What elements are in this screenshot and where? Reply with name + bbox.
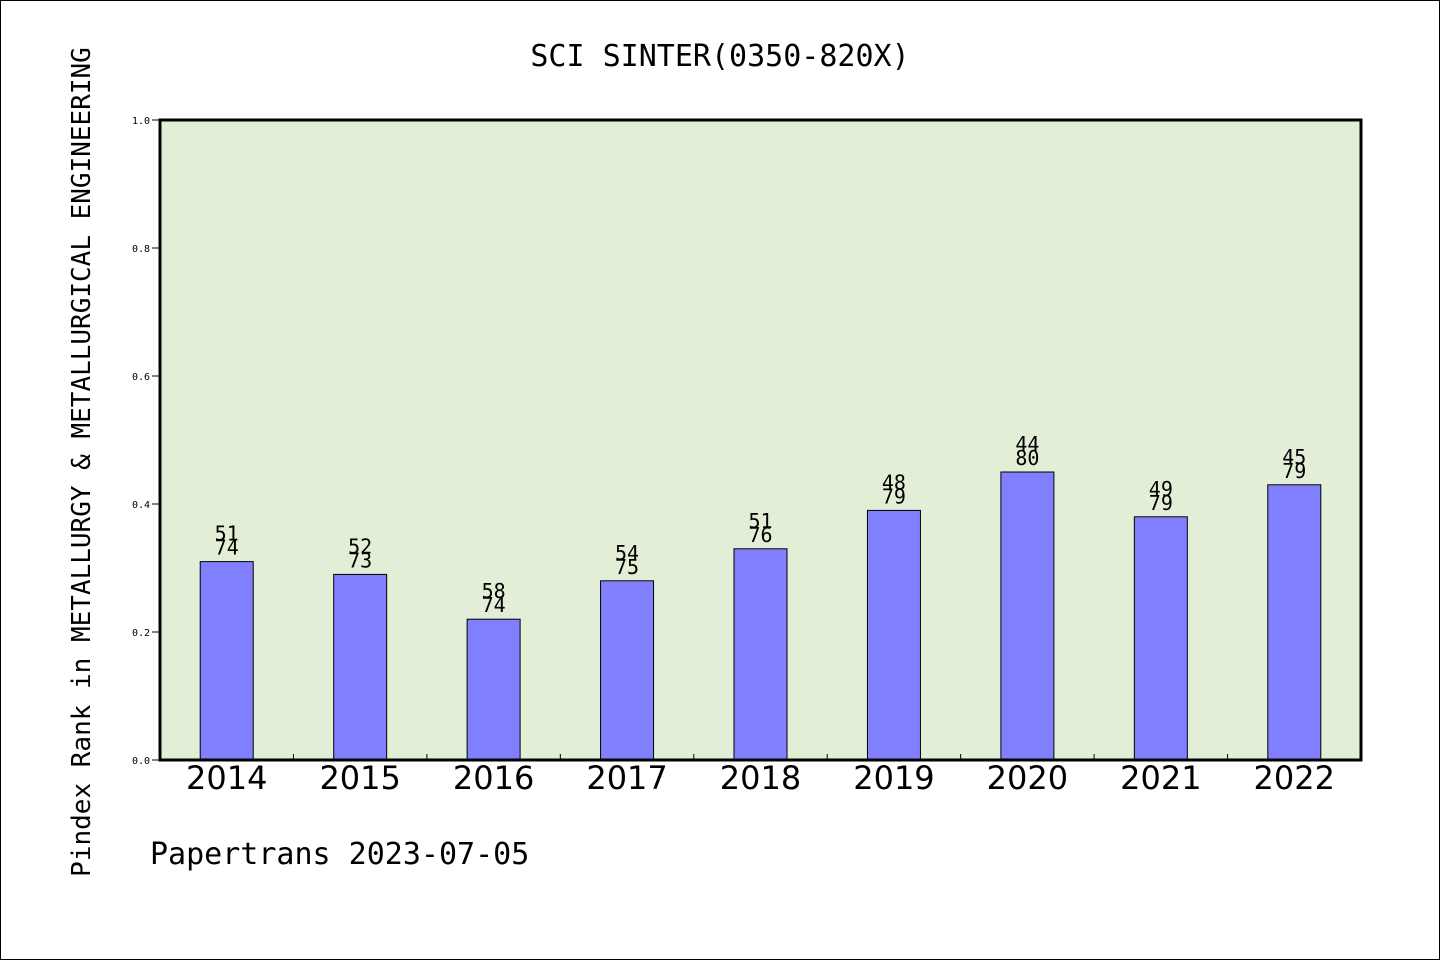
- x-axis: 2014 2015 2016 2017 2018 2019 2020 2021 2022: [186, 754, 1335, 797]
- bar-label-bottom: 79: [882, 484, 906, 508]
- y-tick-label: 0.8: [132, 244, 150, 255]
- x-tick-label: 2017: [586, 759, 667, 797]
- x-tick-label: 2021: [1120, 759, 1201, 797]
- bar-label-bottom: 79: [1282, 459, 1306, 483]
- bar-2014: [199, 561, 254, 761]
- bar-label-top: 58: [482, 579, 506, 603]
- y-axis: 0.0 0.2 0.4 0.6 0.8 1.0: [132, 116, 160, 767]
- bar-label-bottom: 79: [1149, 491, 1173, 515]
- x-tick-label: 2019: [853, 759, 934, 797]
- y-axis-label: Pindex Rank in METALLURGY & METALLURGICA…: [67, 47, 97, 877]
- y-tick-label: 0.2: [132, 628, 150, 639]
- bar-label-bottom: 74: [215, 536, 239, 560]
- bar-2018: [733, 548, 788, 761]
- bar-label-bottom: 76: [748, 523, 772, 547]
- bar-label-bottom: 73: [348, 548, 372, 572]
- bar-label-top: 52: [348, 534, 372, 558]
- x-tick-label: 2020: [987, 759, 1068, 797]
- bar-2021: [1133, 516, 1188, 761]
- bar-label-top: 51: [215, 522, 239, 546]
- bar-label-bottom: 75: [615, 555, 639, 579]
- bar-label-top: 51: [748, 509, 772, 533]
- bar-2016: [466, 618, 521, 761]
- y-tick-label: 1.0: [132, 116, 150, 127]
- bar-label-top: 49: [1149, 477, 1173, 501]
- x-tick-label: 2022: [1254, 759, 1335, 797]
- x-tick-label: 2018: [720, 759, 801, 797]
- footer-caption: Papertrans 2023-07-05: [150, 837, 529, 872]
- y-tick-label: 0.6: [132, 372, 150, 383]
- chart-title: SCI SINTER(0350-820X): [530, 39, 909, 74]
- bar-label-top: 45: [1282, 445, 1306, 469]
- bar-2017: [600, 580, 655, 761]
- bar-label-top: 54: [615, 541, 639, 565]
- y-tick-label: 0.4: [132, 500, 150, 511]
- x-tick-label: 2015: [319, 759, 400, 797]
- bar-2022: [1267, 484, 1322, 761]
- x-tick-label: 2016: [453, 759, 534, 797]
- bar-2019: [866, 509, 921, 761]
- bar-label-top: 44: [1015, 432, 1039, 456]
- bar-2015: [333, 573, 388, 761]
- plot-border: [158, 118, 1363, 762]
- bar-label-top: 48: [882, 470, 906, 494]
- bar-2020: [1000, 471, 1055, 761]
- bar-label-bottom: 80: [1015, 446, 1039, 470]
- bar-label-bottom: 74: [482, 593, 506, 617]
- x-tick-label: 2014: [186, 759, 267, 797]
- y-tick-label: 0.0: [132, 756, 150, 767]
